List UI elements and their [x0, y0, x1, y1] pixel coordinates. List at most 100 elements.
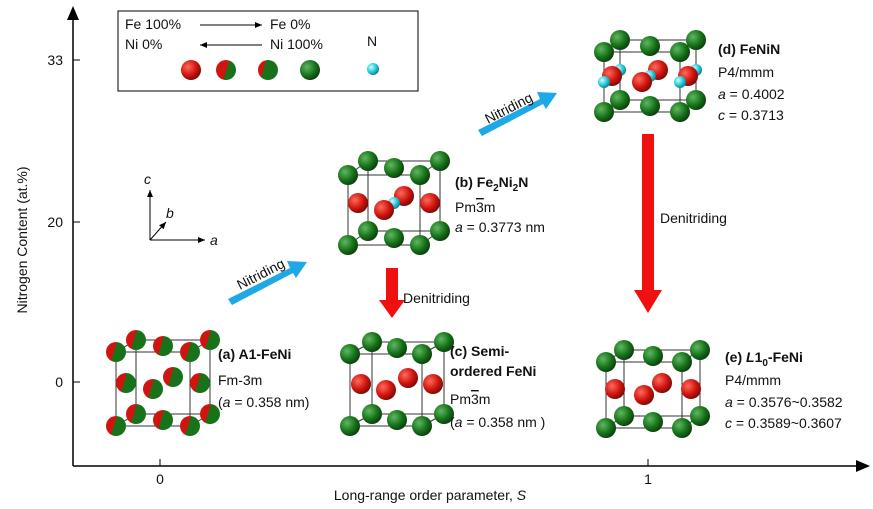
atom — [610, 90, 630, 110]
x-label-text: Long-range order parameter, — [334, 487, 517, 503]
param-var: a — [718, 86, 726, 102]
atom-mixed — [216, 60, 236, 80]
process-label: Denitriding — [660, 210, 727, 226]
atom — [376, 380, 396, 400]
structure-label: ordered FeNi — [450, 363, 536, 379]
atom — [200, 330, 220, 350]
atom — [398, 368, 418, 388]
atom — [643, 346, 663, 366]
legend-label: Ni 100% — [270, 36, 323, 52]
atom — [596, 352, 616, 372]
sg-bar: 3 — [476, 199, 484, 215]
atom — [598, 76, 610, 88]
atom — [643, 412, 663, 432]
legend-label: Fe 100% — [125, 16, 181, 32]
label-part: L — [746, 349, 755, 365]
atom-ni — [300, 60, 320, 80]
atom — [681, 379, 701, 399]
atom — [163, 367, 183, 387]
atom — [434, 404, 454, 424]
atom — [652, 373, 672, 393]
atom — [640, 36, 660, 56]
atom — [430, 221, 450, 241]
param-var: a — [725, 394, 733, 410]
atom — [423, 374, 443, 394]
param-var: c — [725, 415, 732, 431]
atom — [410, 235, 430, 255]
atom — [686, 30, 706, 50]
atom — [200, 404, 220, 424]
atom — [358, 151, 378, 171]
atom — [362, 332, 382, 352]
sg-part: Pm — [455, 199, 476, 215]
process-label: Denitriding — [403, 290, 470, 306]
atom — [634, 385, 654, 405]
lattice-param: a = 0.3773 nm — [455, 219, 545, 235]
denitriding-arrow — [634, 134, 662, 313]
atom — [596, 418, 616, 438]
atom — [153, 410, 173, 430]
atom — [430, 151, 450, 171]
space-group: P4/mmm — [725, 372, 781, 388]
x-label-var: S — [517, 487, 527, 503]
atom — [348, 193, 368, 213]
atom — [358, 221, 378, 241]
structure-label: (a) A1-FeNi — [218, 346, 291, 362]
label-part: Ni — [499, 174, 513, 190]
atom — [594, 102, 614, 122]
atom — [340, 416, 360, 436]
y-tick-label: 20 — [47, 214, 63, 230]
sg-part: m — [479, 391, 491, 407]
param-part: = 0.3576~0.3582 — [733, 394, 843, 410]
structure-label: (b) Fe2Ni2N — [455, 174, 528, 194]
legend-label: Fe 0% — [270, 16, 310, 32]
atom — [412, 344, 432, 364]
lattice-param: c = 0.3713 — [718, 107, 784, 123]
atom — [690, 340, 710, 360]
lattice-label: b — [166, 205, 174, 221]
atom — [338, 235, 358, 255]
param-part: = 0.3589~0.3607 — [732, 415, 842, 431]
param-part: = 0.3773 nm — [463, 219, 545, 235]
atom-mixed — [258, 60, 278, 80]
atom — [384, 228, 404, 248]
lattice-param: a = 0.4002 — [718, 86, 785, 102]
atom — [143, 379, 163, 399]
space-group: P4/mmm — [718, 64, 774, 80]
atom — [410, 165, 430, 185]
x-tick-label: 0 — [156, 471, 164, 487]
param-part: ( — [450, 414, 455, 430]
atom — [614, 406, 634, 426]
lattice-param: a = 0.3576~0.3582 — [725, 394, 843, 410]
atom — [351, 374, 371, 394]
label-part: (b) Fe — [455, 174, 493, 190]
atom — [420, 193, 440, 213]
atom — [387, 410, 407, 430]
atom — [610, 30, 630, 50]
atom — [116, 373, 136, 393]
axes: 33 20 0 0 1 Nitrogen Content (at.%) Long… — [14, 6, 870, 503]
param-part: = 0.358 nm) — [230, 394, 309, 410]
atom — [180, 416, 200, 436]
lattice-axes — [147, 190, 205, 243]
denitriding-arrow — [379, 268, 405, 318]
atom — [605, 379, 625, 399]
atom — [672, 352, 692, 372]
y-tick-label: 33 — [47, 52, 63, 68]
label-part: N — [518, 174, 528, 190]
atom — [434, 332, 454, 352]
atom — [190, 373, 210, 393]
structure-label: (c) Semi- — [450, 343, 509, 359]
atom — [674, 76, 686, 88]
structure-label: (d) FeNiN — [718, 41, 780, 57]
sg-part: Pm — [450, 391, 471, 407]
atom — [640, 96, 660, 116]
atom — [106, 342, 126, 362]
structure-label: (e) L10-FeNi — [725, 349, 803, 369]
atom — [340, 344, 360, 364]
param-part: = 0.3713 — [725, 107, 784, 123]
nitriding-arrow — [228, 261, 307, 305]
legend-label: N — [367, 33, 377, 49]
x-axis-label: Long-range order parameter, S — [334, 487, 527, 503]
